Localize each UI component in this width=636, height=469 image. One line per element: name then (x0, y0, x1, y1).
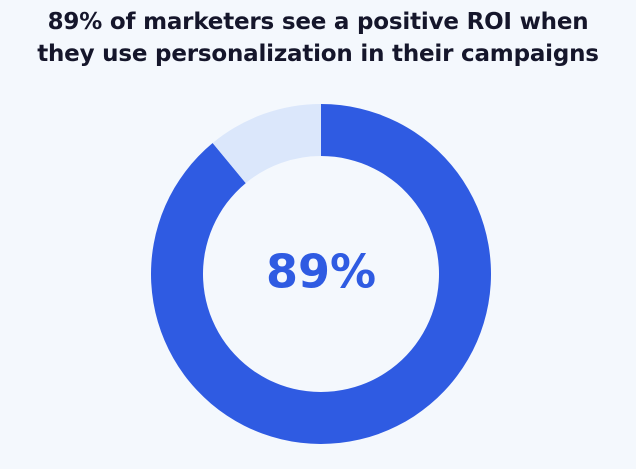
donut-center-label: 89% (266, 245, 376, 299)
donut-slice-1 (151, 104, 492, 444)
donut-slice-2 (212, 104, 321, 184)
chart-title: 89% of marketers see a positive ROI when… (0, 6, 636, 70)
chart-title-line-1: 89% of marketers see a positive ROI when (47, 9, 589, 35)
chart-title-line-2: they use personalization in their campai… (37, 41, 599, 67)
donut-slices (151, 104, 492, 444)
